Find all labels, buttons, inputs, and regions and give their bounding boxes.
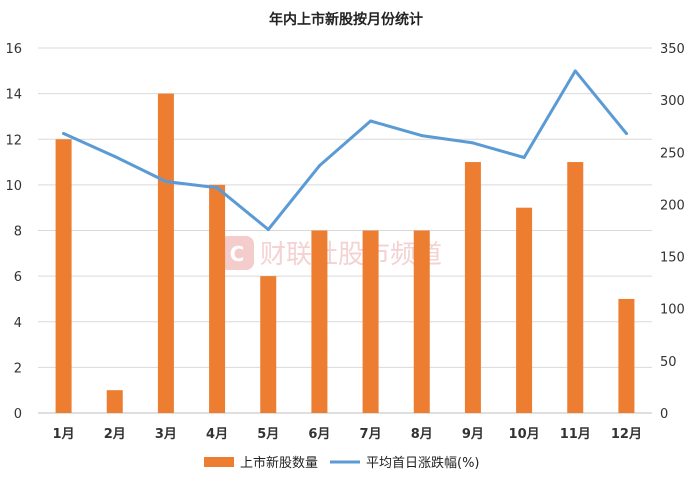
watermark-logo-letter: C: [230, 242, 245, 266]
y-left-tick-label: 14: [5, 88, 22, 103]
y-right-tick-label: 300: [660, 94, 685, 109]
line-point: [573, 69, 577, 73]
line-point: [522, 156, 526, 159]
x-axis-ticks: 1月 2月 3月 4月 5月 6月 7月 8月 9月 10月 11月 12月: [53, 427, 642, 442]
x-tick-label: 3月: [155, 427, 177, 442]
line-point: [164, 179, 168, 183]
y-left-tick-label: 0: [14, 407, 22, 422]
bar: [413, 230, 430, 413]
bar: [260, 276, 277, 413]
line-point: [624, 132, 628, 136]
x-tick-label: 10月: [509, 427, 540, 442]
bar: [311, 230, 328, 413]
x-tick-label: 6月: [308, 427, 330, 442]
bar: [106, 390, 123, 413]
line-point: [215, 186, 219, 190]
gridlines: [38, 47, 652, 414]
line-point: [266, 227, 270, 231]
y-right-tick-label: 50: [660, 355, 677, 370]
bar: [209, 184, 226, 413]
y-right-tick-label: 0: [660, 407, 668, 422]
legend-bar-swatch: [204, 457, 234, 467]
y-right-tick-label: 350: [660, 42, 685, 57]
chart-title: 年内上市新股按月份统计: [269, 11, 423, 28]
watermark-text: 财联社股市频道: [260, 240, 442, 270]
watermark: C 财联社股市频道: [220, 236, 442, 270]
x-tick-label: 5月: [257, 427, 279, 442]
line-point: [471, 141, 475, 145]
x-tick-label: 1月: [53, 427, 75, 442]
x-tick-label: 11月: [560, 427, 591, 442]
legend-line-label: 平均首日涨跌幅(%): [366, 455, 480, 471]
series-line: [62, 69, 628, 231]
y-right-tick-label: 250: [660, 146, 685, 161]
bar: [55, 139, 72, 413]
bar: [567, 162, 584, 413]
bar-series: [55, 93, 635, 413]
y-left-tick-label: 10: [5, 179, 22, 194]
line-point: [420, 134, 424, 138]
x-tick-label: 4月: [206, 427, 228, 442]
bar: [618, 298, 635, 413]
x-tick-label: 8月: [411, 427, 433, 442]
y-left-tick-label: 16: [5, 42, 22, 57]
line-point: [369, 119, 373, 123]
bar: [362, 230, 379, 413]
y-left-tick-label: 6: [14, 270, 22, 285]
x-tick-label: 9月: [462, 427, 484, 442]
bar: [464, 162, 481, 413]
y-right-tick-label: 100: [660, 303, 685, 318]
y-left-tick-label: 4: [14, 316, 22, 331]
line-point: [62, 132, 66, 136]
bar: [157, 93, 174, 413]
y-axis-right-ticks: 0 50 100 150 200 250 300 350: [660, 42, 685, 422]
y-axis-left-ticks: 0 2 4 6 8 10 12 14 16: [5, 42, 22, 422]
watermark-logo-icon: [220, 236, 254, 270]
x-tick-label: 2月: [104, 427, 126, 442]
line-point: [317, 164, 321, 168]
y-left-tick-label: 12: [5, 133, 22, 148]
x-tick-label: 7月: [360, 427, 382, 442]
x-tick-label: 12月: [611, 427, 642, 442]
line-series: [62, 69, 628, 231]
legend-bar-label: 上市新股数量: [240, 455, 318, 471]
line-point: [113, 154, 117, 158]
y-left-tick-label: 2: [14, 361, 22, 376]
y-right-tick-label: 200: [660, 198, 685, 213]
bar: [516, 207, 533, 413]
legend: 上市新股数量 平均首日涨跌幅(%): [204, 455, 480, 471]
y-left-tick-label: 8: [14, 225, 22, 240]
y-right-tick-label: 150: [660, 251, 685, 266]
